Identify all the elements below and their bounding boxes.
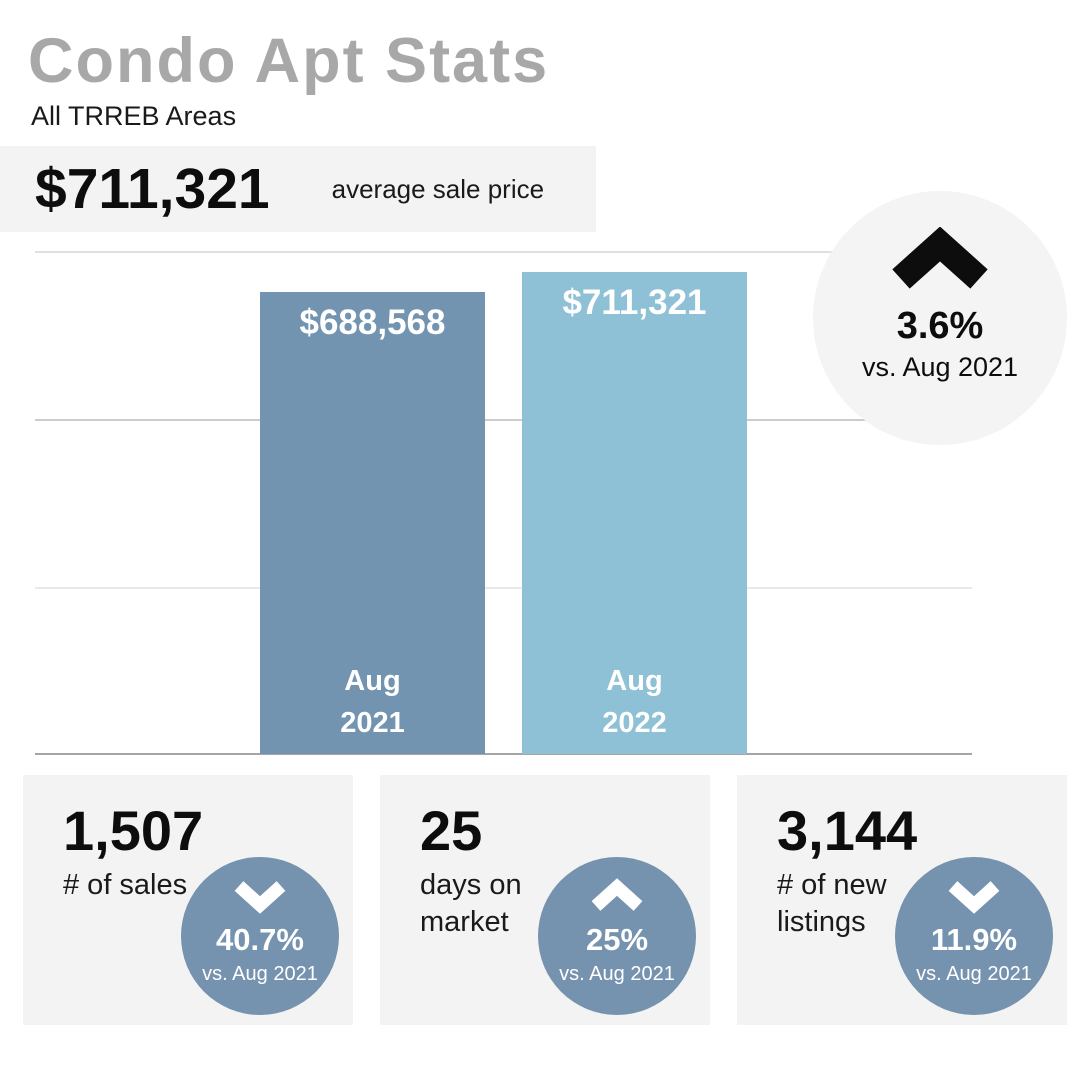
stat-card-new-listings: 3,144 # of new listings 11.9% vs. Aug 20…: [737, 775, 1067, 1025]
bar-category-month: Aug: [344, 664, 401, 697]
stat-change-comparison: vs. Aug 2021: [202, 963, 318, 985]
stat-value: 25: [420, 799, 483, 862]
gridline: [35, 419, 972, 421]
stat-label: # of new listings: [777, 869, 887, 939]
stat-change-badge: 11.9% vs. Aug 2021: [895, 857, 1053, 1015]
bar-aug-2022: $711,321 Aug 2022: [522, 272, 747, 754]
stat-card-days-on-market: 25 days on market 25% vs. Aug 2021: [380, 775, 710, 1025]
bar-category-year: 2021: [340, 706, 405, 739]
stat-change-badge: 40.7% vs. Aug 2021: [181, 857, 339, 1015]
gridline: [35, 251, 972, 253]
chart-baseline: [35, 753, 972, 755]
gridline: [35, 587, 972, 589]
bar-category-label: Aug 2021: [340, 660, 405, 754]
chevron-up-icon: [588, 877, 646, 915]
price-change-comparison: vs. Aug 2021: [861, 352, 1019, 382]
page-subtitle: All TRREB Areas: [31, 101, 237, 131]
price-change-badge: 3.6% vs. Aug 2021: [813, 191, 1067, 445]
stat-change-comparison: vs. Aug 2021: [916, 963, 1032, 985]
stat-value: 1,507: [63, 799, 204, 862]
average-price-value: $711,321: [35, 156, 270, 221]
stat-label: # of sales: [63, 869, 188, 901]
bar-aug-2021: $688,568 Aug 2021: [260, 292, 485, 754]
average-price-label: average sale price: [331, 173, 545, 204]
stat-change-badge: 25% vs. Aug 2021: [538, 857, 696, 1015]
bar-category-label: Aug 2022: [602, 660, 667, 754]
chevron-up-icon: [889, 227, 991, 291]
stat-value: 3,144: [777, 799, 918, 862]
chevron-down-icon: [231, 877, 289, 915]
stat-label: days on market: [420, 869, 522, 939]
bar-value-label: $688,568: [299, 303, 446, 342]
average-price-highlight: $711,321 average sale price: [0, 146, 596, 232]
price-change-value: 3.6%: [896, 305, 984, 347]
bar-category-month: Aug: [606, 664, 663, 697]
stat-change-value: 25%: [585, 922, 649, 957]
bar-value-label: $711,321: [562, 283, 707, 322]
stat-change-value: 40.7%: [216, 922, 304, 957]
chevron-down-icon: [945, 877, 1003, 915]
bar-category-year: 2022: [602, 706, 667, 739]
stat-change-value: 11.9%: [930, 922, 1018, 957]
stat-change-comparison: vs. Aug 2021: [559, 963, 675, 985]
stat-card-sales: 1,507 # of sales 40.7% vs. Aug 2021: [23, 775, 353, 1025]
page-title: Condo Apt Stats: [28, 26, 550, 96]
